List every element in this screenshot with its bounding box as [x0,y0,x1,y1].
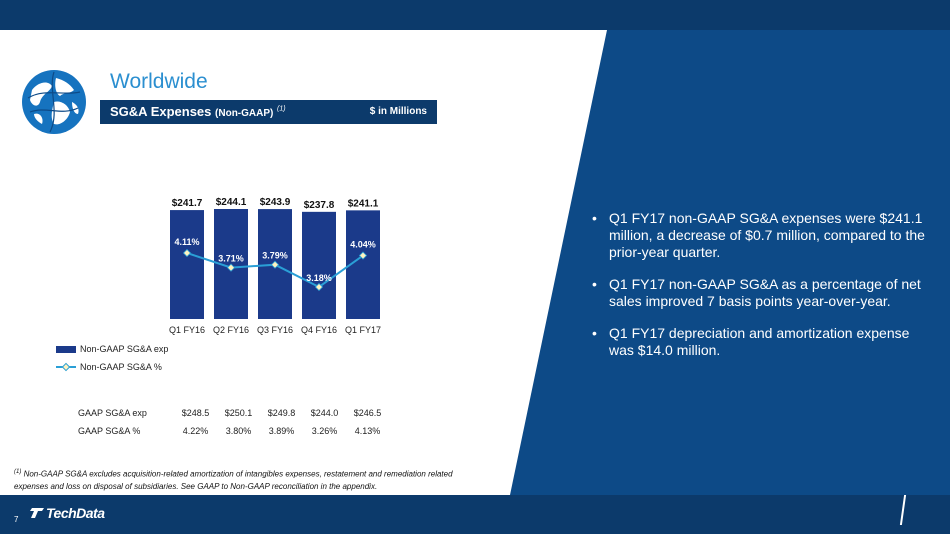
line-layer [182,248,368,292]
legend-line-swatch [56,363,76,371]
gaap-table: GAAP SG&A exp $248.5 $250.1 $249.8 $244.… [78,404,389,440]
bullet-item: Q1 FY17 non-GAAP SG&A expenses were $241… [592,210,928,261]
table-cell: $249.8 [267,408,296,418]
footer-bar [0,495,950,534]
legend-item-line: Non-GAAP SG&A % [56,358,168,376]
line-value-label: 4.04% [350,240,376,250]
bar-value-label: $241.7 [172,198,203,209]
page-title: Worldwide [110,70,208,93]
table-row-label: GAAP SG&A exp [78,408,147,418]
table-row: GAAP SG&A exp $248.5 $250.1 $249.8 $244.… [78,404,389,422]
globe-icon [22,70,86,134]
table-cell: 4.13% [354,426,381,436]
x-tick-label: Q1 FY16 [169,325,205,335]
footnote: (1) Non-GAAP SG&A excludes acquisition-r… [14,466,484,493]
bars-layer [170,209,380,319]
table-cell: $244.0 [310,408,339,418]
bar-value-label: $237.8 [304,200,335,211]
line-value-label: 3.18% [306,273,332,283]
legend-bar-label: Non-GAAP SG&A exp [80,344,169,354]
top-strip [0,0,950,30]
bullet-list: Q1 FY17 non-GAAP SG&A expenses were $241… [592,210,928,374]
table-cell: 3.89% [268,426,295,436]
x-tick-label: Q4 FY16 [301,325,337,335]
labels-layer: $241.7 Q1 FY16 $244.1 Q2 FY16 $243.9 Q3 FY16 $… [169,197,381,335]
chart-legend: Non-GAAP SG&A exp Non-GAAP SG&A % [56,340,168,376]
techdata-mark-icon [30,508,44,518]
table-cell: $248.5 [181,408,210,418]
x-tick-label: Q3 FY16 [257,325,293,335]
line-point [182,248,192,258]
footnote-text: Non-GAAP SG&A excludes acquisition-relat… [14,469,453,491]
x-tick-label: Q1 FY17 [345,325,381,335]
line-point [358,251,368,260]
banner-subtitle: (Non-GAAP) [215,108,274,119]
banner-title-text: SG&A Expenses [110,104,212,119]
bar-value-label: $244.1 [216,197,247,208]
section-banner: SG&A Expenses (Non-GAAP) (1) $ in Millio… [100,100,437,124]
line-value-label: 3.71% [218,254,244,264]
line-point [270,260,280,269]
line-value-label: 4.11% [174,237,199,247]
table-cell: 3.80% [225,426,252,436]
bar [302,211,336,319]
banner-unit: $ in Millions [369,106,427,117]
page-number: 7 [14,515,19,524]
legend-line-label: Non-GAAP SG&A % [80,362,162,372]
banner-title: SG&A Expenses (Non-GAAP) (1) [110,104,286,119]
line-point [226,263,236,272]
bar-value-label: $243.9 [260,197,291,208]
company-logo: TechData [30,505,105,521]
bar-value-label: $241.1 [348,198,379,209]
sga-chart: $241.7 Q1 FY16 $244.1 Q2 FY16 $243.9 Q3 FY16 $… [169,197,381,335]
line-point [314,282,324,292]
legend-bar-swatch [56,345,76,353]
table-cell: $246.5 [353,408,382,418]
banner-note: (1) [276,105,286,113]
x-tick-label: Q2 FY16 [213,325,249,335]
table-cell: 3.26% [311,426,338,436]
bar [170,210,204,319]
logo-text: TechData [46,505,105,521]
line-value-label: 3.79% [262,251,288,261]
bullet-item: Q1 FY17 depreciation and amortization ex… [592,325,928,359]
table-row: GAAP SG&A % 4.22% 3.80% 3.89% 3.26% 4.13… [78,422,389,440]
bullet-item: Q1 FY17 non-GAAP SG&A as a percentage of… [592,276,928,310]
table-row-label: GAAP SG&A % [78,426,141,436]
table-cell: 4.22% [182,426,209,436]
table-cell: $250.1 [224,408,253,418]
legend-item-bar: Non-GAAP SG&A exp [56,340,168,358]
footnote-marker: (1) [14,469,22,475]
